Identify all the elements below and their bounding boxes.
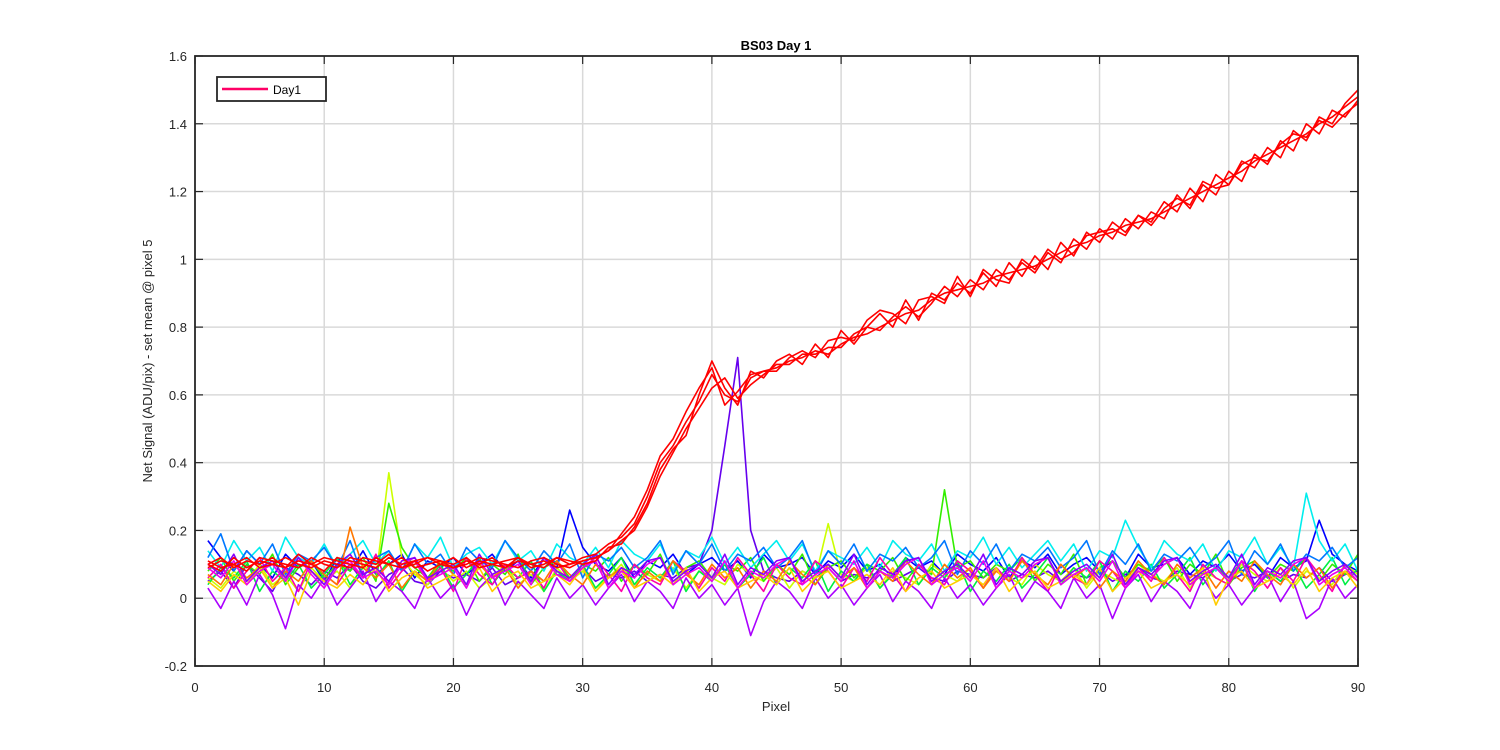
x-tick-label: 60 (963, 680, 977, 695)
y-tick-label: 1.6 (169, 49, 187, 64)
y-tick-label: 1 (180, 252, 187, 267)
x-tick-label: 50 (834, 680, 848, 695)
series-line-16 (207, 102, 1359, 569)
legend-label-day1: Day1 (273, 83, 301, 97)
series-line-8 (207, 570, 1359, 637)
legend[interactable]: Day1 (216, 76, 327, 102)
axes-box (194, 55, 1359, 667)
y-tick-label: 0.8 (169, 320, 187, 335)
y-tick-label: 1.2 (169, 185, 187, 200)
series-line-10 (207, 566, 1359, 606)
x-tick-label: 0 (191, 680, 198, 695)
series-line-2 (207, 471, 1359, 593)
x-tick-label: 30 (575, 680, 589, 695)
x-tick-label: 70 (1092, 680, 1106, 695)
y-tick-label: 0.6 (169, 388, 187, 403)
y-tick-label: 1.4 (169, 117, 187, 132)
y-tick-label: 0 (180, 591, 187, 606)
y-tick-label: 0.2 (169, 523, 187, 538)
y-axis-label: Net Signal (ADU/pix) - set mean @ pixel … (140, 240, 155, 483)
grid-lines (195, 56, 1358, 666)
y-tick-label: -0.2 (165, 659, 187, 674)
x-tick-label: 20 (446, 680, 460, 695)
series-line-15 (207, 89, 1359, 569)
series-line-9 (207, 526, 1359, 589)
x-tick-label: 90 (1351, 680, 1365, 695)
axis-ticks: 0 10 20 30 40 50 60 70 80 90 -0.2 0 0.2 0.4 0.6 0.8 1 1.2… (165, 49, 1366, 695)
x-tick-label: 40 (705, 680, 719, 695)
x-tick-label: 80 (1222, 680, 1236, 695)
x-tick-label: 10 (317, 680, 331, 695)
y-tick-label: 0.4 (169, 456, 187, 471)
chart-title: BS03 Day 1 (741, 38, 812, 53)
x-axis-label: Pixel (762, 699, 790, 714)
series-lines (207, 89, 1359, 637)
